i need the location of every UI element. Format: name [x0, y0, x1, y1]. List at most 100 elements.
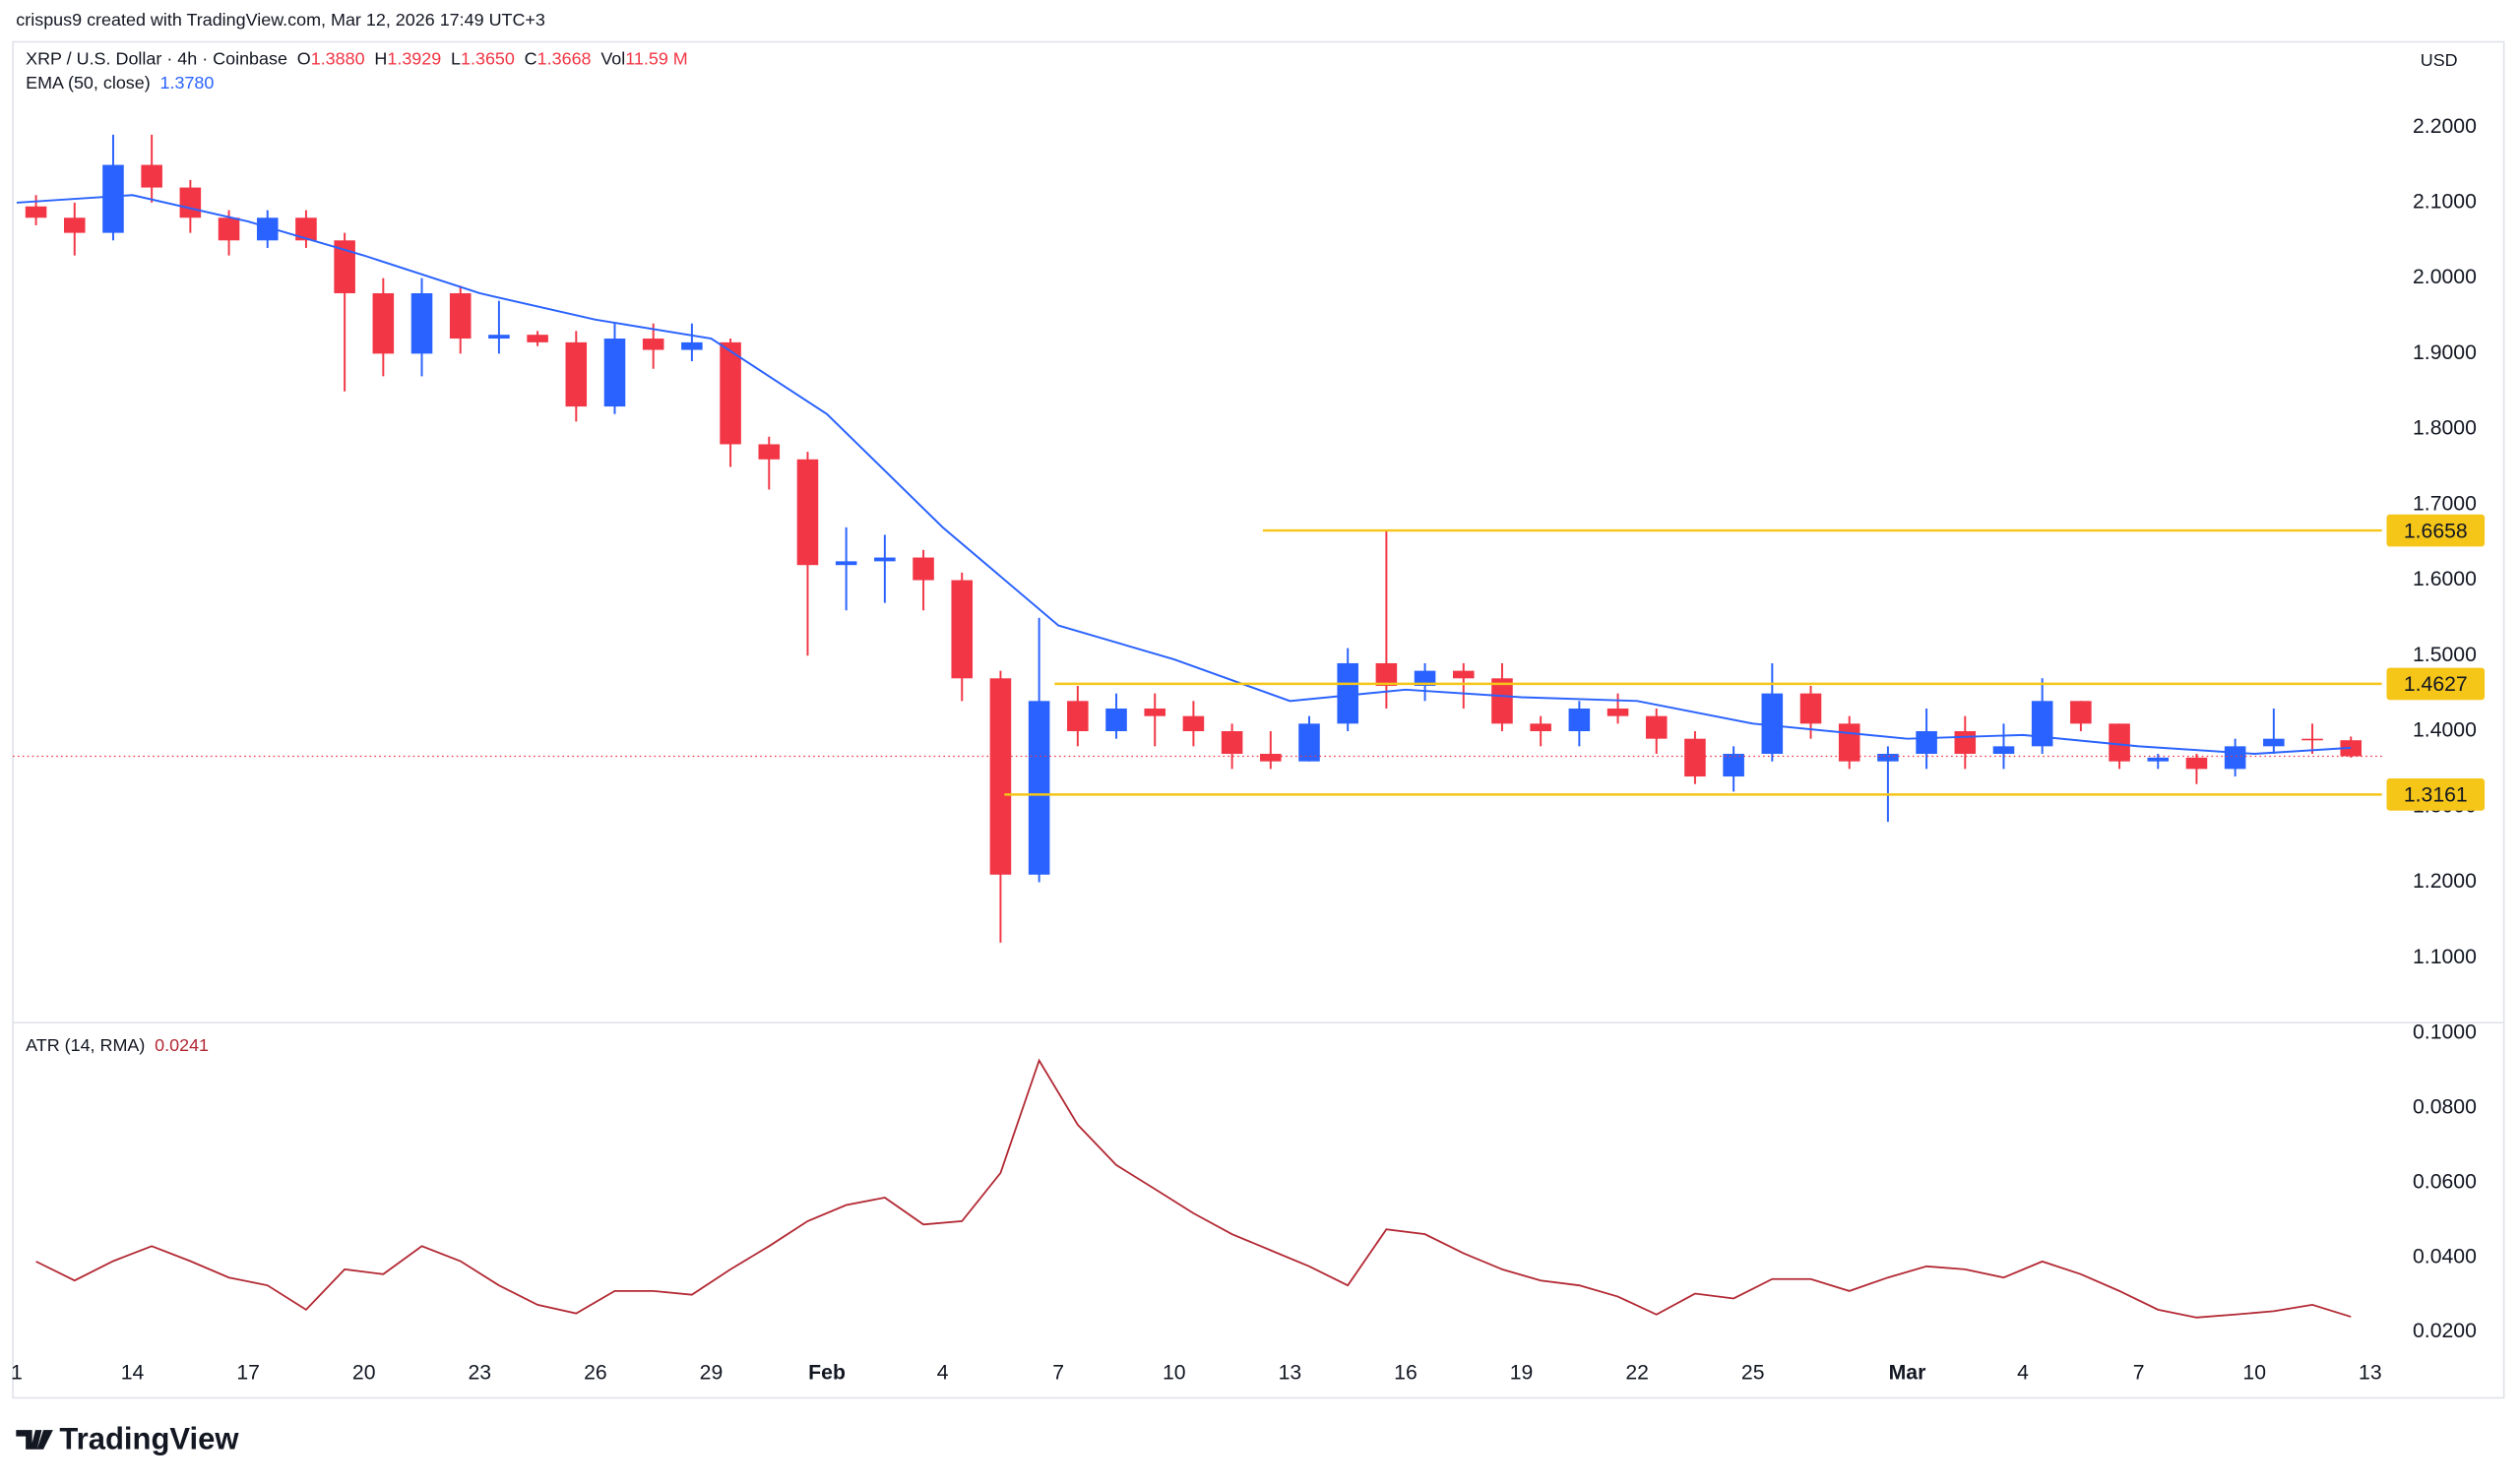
candle-body — [2301, 738, 2323, 741]
legend-value: 1.3929 — [387, 48, 441, 68]
y-tick-label: 0.0200 — [2413, 1320, 2477, 1342]
x-tick-label: Mar — [1889, 1362, 1926, 1385]
y-tick-label: 2.0000 — [2413, 266, 2477, 288]
candle-body — [1298, 723, 1320, 762]
candle-body — [2070, 701, 2092, 724]
x-tick-label: 14 — [121, 1362, 145, 1385]
logo: TradingView — [16, 1422, 239, 1456]
y-tick-label: 1.6000 — [2413, 568, 2477, 590]
attribution: crispus9 created with TradingView.com, M… — [16, 10, 545, 30]
candle-body — [1105, 708, 1127, 732]
atr-legend: ATR (14, RMA) 0.0241 — [26, 1035, 209, 1055]
candle-body — [1337, 662, 1358, 724]
level-label: 1.3161 — [2404, 784, 2468, 807]
x-tick-label: Feb — [808, 1362, 846, 1385]
candle-body — [1414, 670, 1436, 686]
candle-body — [256, 217, 279, 241]
candle-body — [874, 557, 896, 562]
chart-frame — [12, 40, 2505, 1399]
x-tick-label: 23 — [469, 1362, 492, 1385]
y-tick-label: 2.1000 — [2413, 191, 2477, 214]
y-tick-label: 0.1000 — [2413, 1021, 2477, 1044]
candle-body — [2263, 738, 2285, 747]
x-tick-label: 10 — [2242, 1362, 2266, 1385]
y-tick-label: 1.1000 — [2413, 946, 2477, 968]
atr-line — [35, 1058, 2352, 1319]
x-tick-label: 13 — [2359, 1362, 2382, 1385]
x-tick-label: 29 — [700, 1362, 724, 1385]
candle-body — [565, 341, 588, 407]
candle-body — [1221, 731, 1243, 755]
x-tick-label: 10 — [1163, 1362, 1186, 1385]
candle-body — [642, 339, 664, 350]
candle-body — [1182, 715, 1205, 732]
candle-body — [102, 164, 124, 233]
currency: USD — [2421, 50, 2458, 70]
x-tick-label: 25 — [1741, 1362, 1765, 1385]
candle-body — [2109, 723, 2130, 762]
candle-body — [218, 217, 240, 241]
candle-body — [2031, 701, 2053, 747]
y-tick-label: 0.0800 — [2413, 1095, 2477, 1118]
candle-body — [1761, 693, 1784, 755]
candle-body — [449, 292, 472, 340]
legend-value: 1.3668 — [537, 48, 592, 68]
candle-body — [951, 580, 974, 679]
legend-label: H — [374, 48, 387, 68]
x-tick-label: 26 — [584, 1362, 607, 1385]
candle-body — [295, 217, 317, 241]
x-tick-label: 4 — [937, 1362, 949, 1385]
candle-body — [1452, 670, 1475, 679]
level-label-box — [2386, 667, 2486, 701]
level-label-box — [2386, 514, 2486, 547]
x-tick-label: 19 — [1510, 1362, 1534, 1385]
y-tick-label: 1.7000 — [2413, 492, 2477, 515]
ema-legend: EMA (50, close) 1.3780 — [26, 73, 214, 93]
candle-body — [796, 459, 819, 566]
candle-body — [2147, 757, 2170, 762]
x-tick-label: 7 — [2133, 1362, 2145, 1385]
candle-body — [989, 678, 1012, 875]
x-tick-label: 22 — [1625, 1362, 1649, 1385]
x-tick-label: 13 — [1279, 1362, 1302, 1385]
candle-body — [334, 240, 355, 293]
level-label: 1.6658 — [2404, 520, 2468, 542]
candle-body — [835, 561, 857, 566]
candle-body — [1645, 715, 1668, 739]
candle-body — [1568, 708, 1591, 732]
legend-value: 1.3880 — [311, 48, 365, 68]
ema-name: EMA (50, close) — [26, 73, 151, 93]
ema-line — [16, 194, 2352, 756]
symbol-legend: XRP / U.S. Dollar · 4h · Coinbase O1.3880… — [26, 48, 688, 68]
legend-value: 1.3650 — [461, 48, 515, 68]
x-tick-label: 7 — [1052, 1362, 1064, 1385]
level-label-box — [2386, 778, 2486, 811]
level-label: 1.4627 — [2404, 673, 2468, 696]
y-tick-label: 1.2000 — [2413, 870, 2477, 893]
candle-body — [1260, 754, 1282, 762]
candle-body — [1992, 746, 2015, 755]
y-tick-label: 1.4000 — [2413, 719, 2477, 742]
candle-body — [913, 557, 934, 581]
y-tick-label: 0.0400 — [2413, 1245, 2477, 1268]
logo-text: TradingView — [59, 1422, 239, 1456]
candle-body — [1491, 678, 1513, 724]
legend-label: C — [525, 48, 537, 68]
candle-body — [1375, 662, 1398, 686]
candle-body — [25, 206, 47, 218]
candle-body — [1684, 738, 1706, 777]
candle-body — [1606, 708, 1629, 716]
candle-body — [141, 164, 162, 188]
candle-body — [1799, 693, 1822, 724]
candle-body — [372, 292, 395, 354]
x-tick-label: 16 — [1394, 1362, 1418, 1385]
y-tick-label: 0.0600 — [2413, 1170, 2477, 1193]
candle-body — [1067, 701, 1089, 732]
y-tick-label: 1.5000 — [2413, 644, 2477, 666]
candle-body — [758, 444, 781, 460]
candle-body — [720, 341, 741, 445]
symbol-title: XRP / U.S. Dollar · 4h · Coinbase — [26, 48, 287, 68]
legend-label: L — [451, 48, 461, 68]
